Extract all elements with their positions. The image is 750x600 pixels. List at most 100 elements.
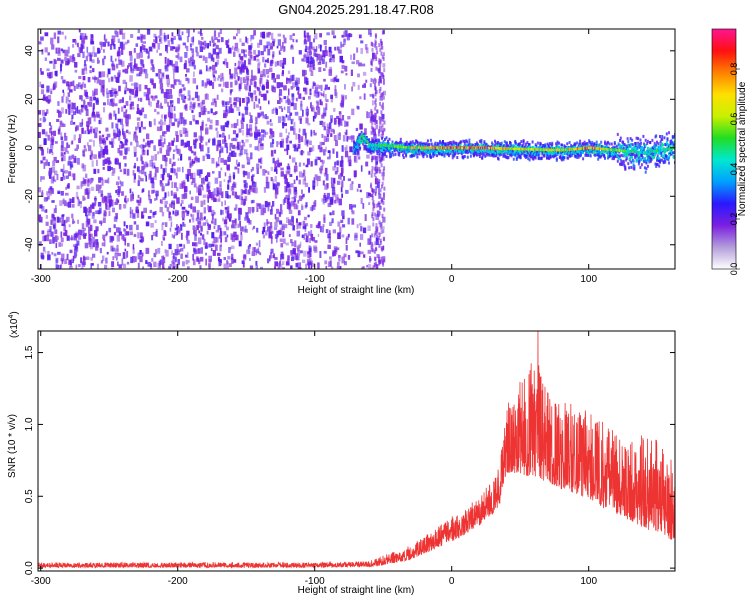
noise-cell [60,48,63,52]
noise-cell [304,233,308,236]
noise-cell [224,135,226,143]
noise-cell [338,257,341,262]
noise-cell [240,199,244,205]
noise-cell [124,147,128,155]
signal-halo-cell [403,151,406,155]
noise-cell [167,181,170,186]
noise-cell [361,63,366,67]
noise-cell [44,118,47,122]
noise-cell [215,244,218,251]
noise-cell [159,38,161,42]
noise-cell [199,256,204,262]
noise-cell [163,131,166,138]
noise-cell [67,184,70,189]
noise-cell [123,133,126,139]
noise-cell [60,136,64,141]
noise-cell [72,255,77,259]
noise-cell [79,109,82,115]
noise-cell [269,67,273,73]
noise-cell [283,123,287,127]
signal-halo-cell [466,155,469,159]
noise-cell [121,191,124,196]
noise-cell [302,69,306,77]
noise-cell [327,133,329,138]
noise-cell [219,149,222,154]
signal-halo-cell [483,140,486,144]
noise-cell [312,185,315,190]
noise-cell [261,86,265,90]
noise-cell [40,71,44,75]
noise-cell [182,221,185,227]
noise-cell [119,29,123,35]
noise-cell [171,163,174,168]
signal-mid-cell [458,150,461,153]
noise-cell [241,64,245,70]
noise-cell [270,32,274,40]
noise-cell [50,131,54,136]
noise-cell [325,174,329,181]
noise-cell [123,168,127,175]
noise-cell [167,58,170,65]
noise-cell [212,43,215,47]
noise-cell [367,238,371,245]
noise-streak-cell [382,169,385,174]
noise-cell [258,158,261,163]
noise-streak-cell [372,190,375,195]
signal-halo-cell [456,156,459,159]
noise-cell [126,149,129,152]
noise-cell [303,30,306,38]
noise-streak-cell [383,207,386,212]
noise-cell [183,87,186,91]
noise-cell [63,91,65,97]
noise-cell [109,99,113,103]
noise-cell [95,226,99,232]
noise-cell [162,155,165,161]
noise-cell [276,74,280,80]
noise-cell [118,204,122,210]
noise-cell [85,256,90,260]
noise-cell [337,133,341,140]
noise-cell [160,174,164,179]
noise-cell [356,47,359,53]
noise-cell [174,61,178,68]
noise-cell [193,228,196,235]
noise-cell [241,164,245,169]
noise-streak-cell [374,43,376,48]
noise-cell [200,144,204,152]
noise-cell [118,264,122,269]
noise-cell [88,139,93,142]
noise-cell [76,144,79,150]
noise-cell [246,159,251,165]
noise-cell [164,115,166,122]
signal-halo-cell [399,137,402,141]
noise-cell [283,174,287,180]
noise-cell [254,95,258,102]
noise-cell [306,106,309,110]
noise-cell [144,171,147,177]
noise-cell [106,196,110,204]
noise-cell [349,33,353,38]
noise-cell [197,248,201,254]
noise-cell [136,157,139,162]
noise-streak-cell [379,238,382,243]
signal-mid-cell [434,151,437,155]
signal-mid-cell [471,148,474,151]
noise-cell [129,95,132,101]
noise-cell [229,68,231,75]
noise-cell [230,123,235,128]
noise-cell [155,190,159,197]
noise-cell [94,239,97,245]
noise-cell [50,231,54,237]
noise-cell [44,251,47,254]
signal-halo-cell [548,154,551,158]
noise-cell [50,219,53,225]
noise-cell [68,224,71,228]
noise-cell [281,108,284,112]
noise-cell [53,253,57,257]
noise-cell [161,114,164,119]
noise-cell [157,268,161,269]
noise-cell [359,123,363,130]
noise-cell [310,262,313,269]
noise-cell [167,40,171,47]
noise-cell [184,45,187,49]
